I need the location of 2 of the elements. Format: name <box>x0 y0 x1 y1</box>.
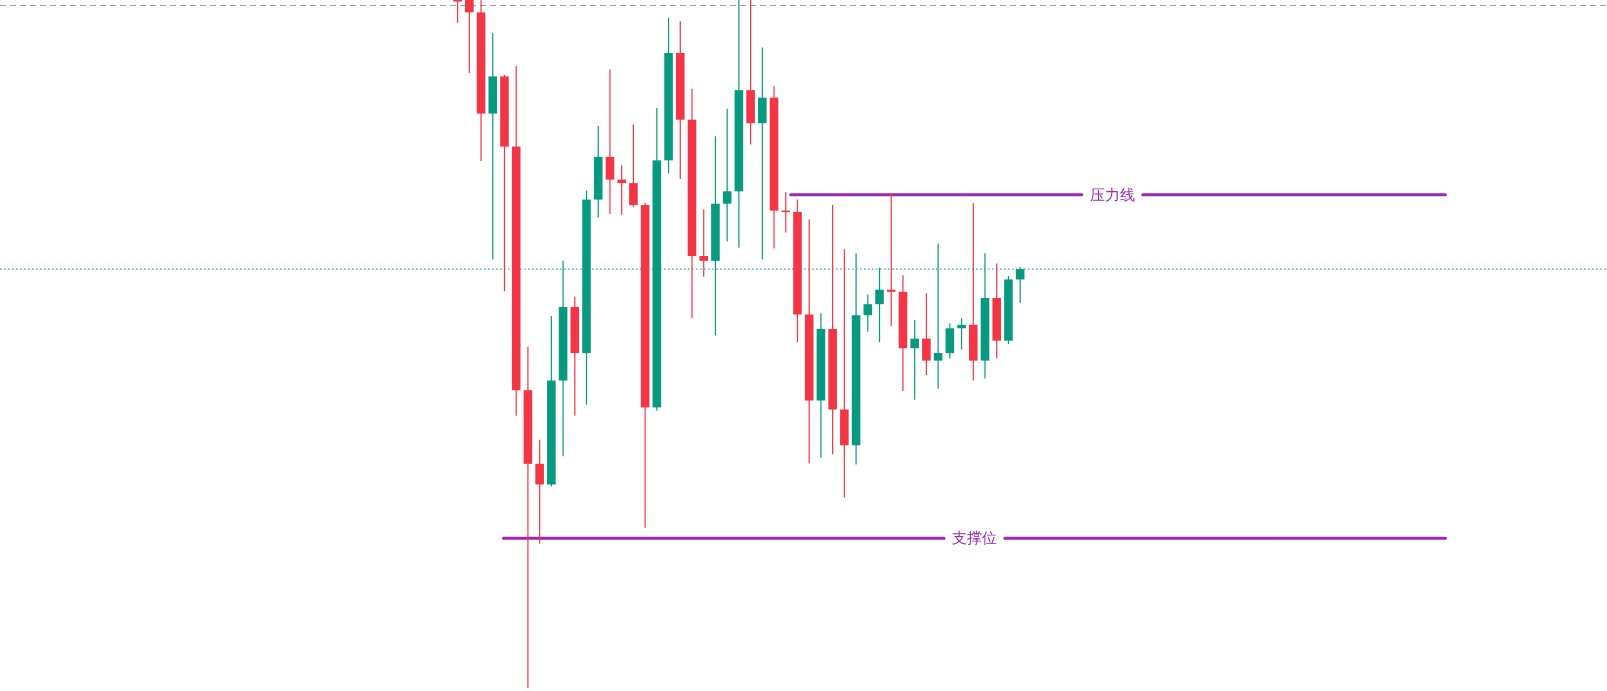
ref-line-label: 压力线 <box>1089 185 1135 204</box>
ref-line-label: 支撑位 <box>951 529 997 548</box>
